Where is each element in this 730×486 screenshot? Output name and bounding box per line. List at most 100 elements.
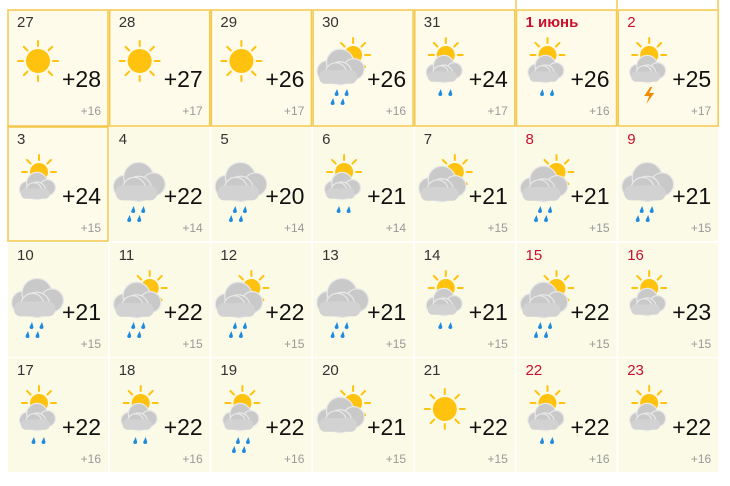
day-high: +24 (62, 183, 101, 209)
cloud-base (319, 418, 357, 432)
weather-icon (519, 270, 575, 338)
cloud-base (631, 304, 660, 315)
day-date: 5 (220, 131, 228, 148)
rain-drop (538, 322, 542, 329)
day-cell[interactable]: 15 +22 +15 (516, 243, 617, 357)
day-cell[interactable]: 6 +21 +14 (313, 127, 414, 241)
day-date: 20 (322, 362, 339, 379)
sun-ray (226, 70, 232, 77)
weather-icon (316, 37, 372, 105)
day-date: 29 (220, 14, 237, 31)
rain-drop (141, 322, 146, 329)
day-cell[interactable]: 4 +22 +14 (109, 127, 210, 241)
day-cell[interactable]: 17 +22 +16 (8, 358, 108, 472)
rain-drop (438, 322, 443, 329)
weather-icon (118, 40, 161, 82)
day-cell[interactable]: 8 +21 +15 (516, 127, 617, 241)
sun (432, 397, 457, 421)
sun-ray (360, 41, 367, 48)
day-cell[interactable]: 29 +26 +17 (210, 9, 313, 127)
sun-ray (543, 274, 550, 281)
day-cell[interactable]: 10 +21 +15 (8, 243, 108, 357)
day-low: +15 (487, 337, 508, 351)
sun-ray (543, 158, 550, 165)
day-date: 10 (17, 247, 34, 264)
day-high: +25 (672, 66, 711, 92)
cloud-base (115, 185, 158, 201)
day-date: 9 (627, 131, 635, 148)
rain-drop (544, 331, 548, 338)
cell-background (108, 9, 211, 127)
sun-ray (453, 274, 459, 281)
weather-icon (316, 277, 370, 338)
day-high: +21 (469, 299, 508, 325)
day-cell[interactable]: 16 +23 +15 (618, 243, 719, 357)
day-cell[interactable]: 19 +22 +16 (211, 358, 312, 472)
day-cell[interactable]: 2 +25 +17 (617, 9, 719, 127)
sun-ray (563, 158, 570, 165)
day-cell[interactable]: 27 +28 +16 (7, 9, 109, 127)
day-date: 22 (526, 362, 543, 379)
day-low: +15 (386, 452, 407, 466)
day-low: +15 (386, 337, 407, 351)
sun-ray (636, 41, 642, 48)
weather-icon (214, 161, 268, 222)
day-date: 1 июнь (526, 14, 579, 31)
weather-icon (628, 37, 668, 104)
day-cell[interactable]: 14 +21 +15 (414, 243, 515, 357)
rain-drop (649, 206, 654, 213)
cloud-base (122, 419, 152, 430)
sun-ray (251, 70, 257, 77)
sun-ray (46, 158, 53, 165)
day-high: +26 (367, 66, 406, 92)
weather-icon (220, 40, 263, 82)
day-cell[interactable]: 11 +22 +15 (109, 243, 210, 357)
day-high: +28 (62, 66, 101, 92)
day-date: 21 (424, 362, 441, 379)
day-cell[interactable]: 22 +22 +16 (516, 358, 617, 472)
day-cell[interactable]: 13 +21 +15 (313, 243, 414, 357)
day-cell[interactable]: 31 +24 +17 (414, 9, 516, 127)
day-cell[interactable]: 20 +21 +15 (313, 358, 414, 472)
cloud-base (420, 187, 459, 201)
day-high: +20 (265, 183, 304, 209)
day-cell[interactable]: 12 +22 +15 (211, 243, 312, 357)
day-high: +22 (265, 414, 304, 440)
day-low: +16 (182, 452, 203, 466)
day-cell[interactable]: 5 +20 +14 (211, 127, 312, 241)
day-cell[interactable]: 30 +26 +16 (312, 9, 414, 127)
day-cell[interactable]: 23 +22 +16 (618, 358, 719, 472)
sun-ray (22, 45, 29, 52)
rain-drop (242, 322, 247, 329)
sun (26, 49, 50, 73)
day-high: +22 (164, 183, 203, 209)
sun-ray (360, 389, 367, 396)
rain-drop (141, 206, 146, 213)
day-cell[interactable]: 1 июнь +26 +16 (515, 9, 618, 127)
rain-drop (228, 215, 233, 222)
day-low: +17 (284, 104, 305, 118)
day-high: +22 (672, 414, 711, 440)
day-cell[interactable]: 18 +22 +16 (109, 358, 210, 472)
day-cell[interactable]: 9 +21 +15 (618, 127, 719, 241)
day-low: +15 (589, 221, 610, 235)
rain-drop (241, 446, 246, 453)
day-low: +15 (487, 221, 508, 235)
weather-icon (527, 37, 566, 96)
day-cell[interactable]: 7 +21 +15 (414, 127, 515, 241)
sun (127, 49, 152, 73)
day-cell[interactable]: 28 +27 +17 (108, 9, 211, 127)
cloud-base (529, 71, 559, 82)
day-high: +22 (571, 299, 610, 325)
cloud-base (522, 303, 561, 317)
sun-ray (432, 274, 439, 281)
day-date: 31 (424, 14, 441, 31)
day-cell[interactable]: 3 +24 +15 (7, 126, 109, 242)
day-cell[interactable]: 21 +22 +15 (414, 358, 515, 472)
day-high: +21 (367, 414, 406, 440)
day-date: 8 (526, 131, 534, 148)
cloud-base (319, 70, 357, 84)
rain-drop (41, 437, 46, 444)
rain-drop (143, 437, 148, 444)
rain-drop (238, 215, 243, 222)
